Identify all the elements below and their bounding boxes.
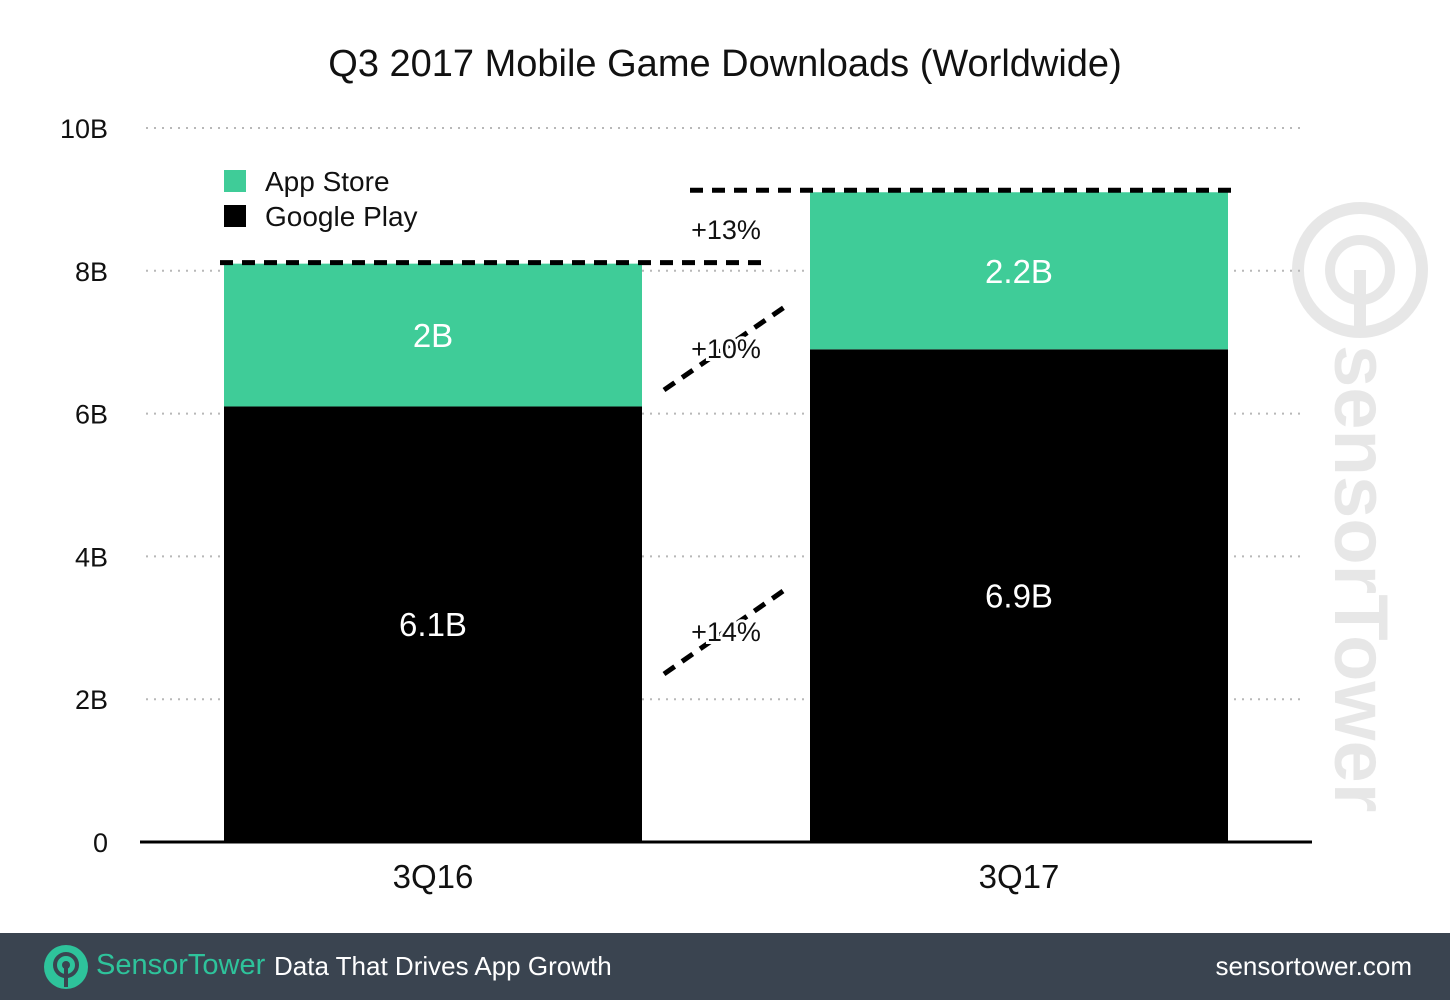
footer-tagline: Data That Drives App Growth [274,951,612,981]
bar-google-play [810,349,1228,842]
bar-app-store [224,263,642,407]
y-tick-label: 8B [75,257,108,287]
legend-swatch [224,170,246,192]
sensortower-logo-icon[interactable] [42,943,90,991]
footer-brand-tower: Tower [187,949,266,981]
x-tick-label: 3Q16 [393,858,474,895]
legend-label: Google Play [265,201,418,232]
footer-bar: SensorTower Data That Drives App Growth … [0,933,1450,1000]
bar-value-label: 2.2B [985,253,1053,290]
y-tick-label: 10B [60,114,108,144]
footer-brand[interactable]: SensorTower [96,947,265,983]
bars: 6.1B 2B 6.9B 2.2B [224,192,1228,842]
chart-title: Q3 2017 Mobile Game Downloads (Worldwide… [328,43,1121,85]
y-tick-label: 6B [75,400,108,430]
y-tick-label: 4B [75,542,108,572]
growth-label: +14% [691,617,761,647]
bar-google-play [224,406,642,842]
chart: Q3 2017 Mobile Game Downloads (Worldwide… [60,43,1428,895]
y-tick-label: 2B [75,685,108,715]
growth-line-google-play [662,586,788,677]
footer-url-link[interactable]: sensortower.com [1215,951,1412,981]
bar-app-store [810,192,1228,350]
growth-label: +13% [691,215,761,245]
legend: App Store Google Play [224,166,418,232]
bar-value-label: 2B [413,317,453,354]
bar-value-label: 6.9B [985,578,1053,615]
bar-value-label: 6.1B [399,606,467,643]
watermark-text: sensorTower [1318,345,1403,812]
growth-annotations: +13% +10% +14% [220,187,1236,677]
footer-brand-sensor: Sensor [96,949,188,981]
legend-label: App Store [265,166,390,197]
x-axis: 3Q16 3Q17 [393,858,1060,895]
growth-label: +10% [691,334,761,364]
y-tick-label: 0 [93,828,108,858]
watermark: sensorTower [1292,202,1428,812]
legend-swatch [224,205,246,227]
growth-line-app-store [662,303,788,393]
x-tick-label: 3Q17 [979,858,1060,895]
y-axis: 0 2B 4B 6B 8B 10B [60,114,108,858]
